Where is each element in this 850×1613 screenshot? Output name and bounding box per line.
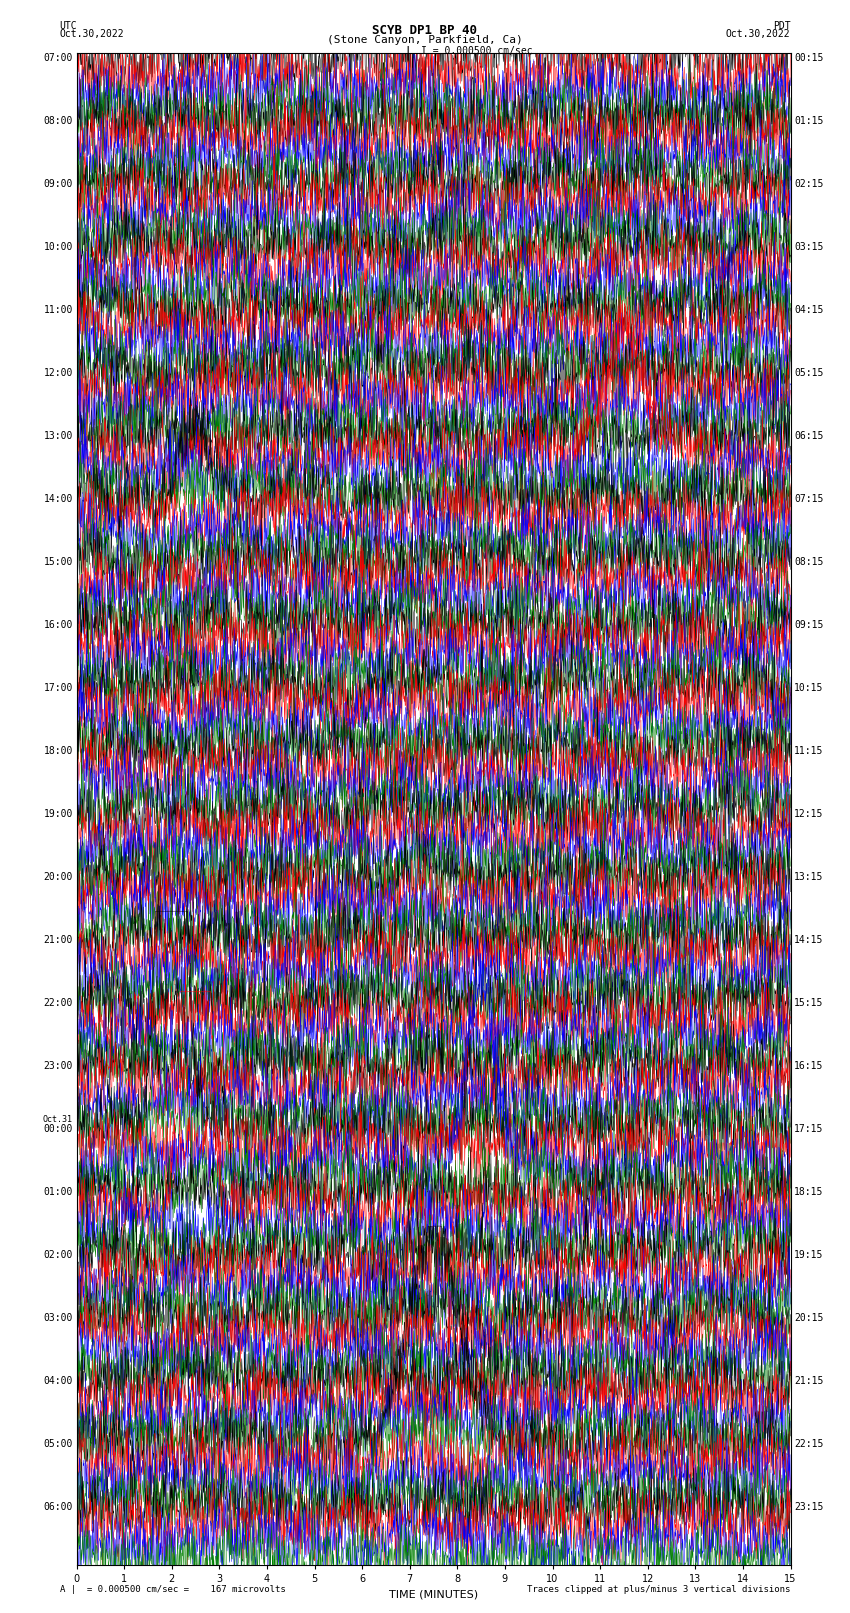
Text: Oct.31: Oct.31 [43,1115,73,1124]
Text: 08:15: 08:15 [794,556,824,568]
Text: 17:00: 17:00 [43,682,73,694]
Text: 12:15: 12:15 [794,810,824,819]
Text: 10:00: 10:00 [43,242,73,252]
Text: 01:00: 01:00 [43,1187,73,1197]
Text: 03:00: 03:00 [43,1313,73,1323]
Text: UTC: UTC [60,21,77,31]
Text: I = 0.000500 cm/sec: I = 0.000500 cm/sec [421,45,532,56]
Text: 18:15: 18:15 [794,1187,824,1197]
Text: 23:15: 23:15 [794,1502,824,1511]
Text: 06:00: 06:00 [43,1502,73,1511]
Text: 09:00: 09:00 [43,179,73,189]
Text: 21:00: 21:00 [43,936,73,945]
Text: 06:15: 06:15 [794,431,824,440]
Text: 23:00: 23:00 [43,1061,73,1071]
Text: SCYB DP1 BP 40: SCYB DP1 BP 40 [372,24,478,37]
Text: A |  = 0.000500 cm/sec =    167 microvolts: A | = 0.000500 cm/sec = 167 microvolts [60,1584,286,1594]
Text: 08:00: 08:00 [43,116,73,126]
Text: 19:00: 19:00 [43,810,73,819]
Text: 04:00: 04:00 [43,1376,73,1386]
Text: 11:00: 11:00 [43,305,73,315]
Text: 02:00: 02:00 [43,1250,73,1260]
Text: 14:00: 14:00 [43,494,73,503]
Text: 03:15: 03:15 [794,242,824,252]
Text: 02:15: 02:15 [794,179,824,189]
Text: 11:15: 11:15 [794,745,824,756]
Text: Oct.30,2022: Oct.30,2022 [726,29,790,39]
Text: 00:15: 00:15 [794,53,824,63]
Text: 16:15: 16:15 [794,1061,824,1071]
Text: 18:00: 18:00 [43,745,73,756]
Text: 20:00: 20:00 [43,873,73,882]
Text: 14:15: 14:15 [794,936,824,945]
Text: 22:15: 22:15 [794,1439,824,1448]
X-axis label: TIME (MINUTES): TIME (MINUTES) [389,1589,478,1598]
Text: 12:00: 12:00 [43,368,73,377]
Text: 13:15: 13:15 [794,873,824,882]
Text: 21:15: 21:15 [794,1376,824,1386]
Text: |: | [404,45,412,60]
Text: 15:00: 15:00 [43,556,73,568]
Text: 07:00: 07:00 [43,53,73,63]
Text: 00:00: 00:00 [43,1124,73,1134]
Text: Traces clipped at plus/minus 3 vertical divisions: Traces clipped at plus/minus 3 vertical … [527,1584,790,1594]
Text: 17:15: 17:15 [794,1124,824,1134]
Text: 13:00: 13:00 [43,431,73,440]
Text: 20:15: 20:15 [794,1313,824,1323]
Text: PDT: PDT [773,21,790,31]
Text: Oct.30,2022: Oct.30,2022 [60,29,124,39]
Text: 19:15: 19:15 [794,1250,824,1260]
Text: 22:00: 22:00 [43,998,73,1008]
Text: 16:00: 16:00 [43,619,73,631]
Text: 01:15: 01:15 [794,116,824,126]
Text: 05:15: 05:15 [794,368,824,377]
Text: 10:15: 10:15 [794,682,824,694]
Text: (Stone Canyon, Parkfield, Ca): (Stone Canyon, Parkfield, Ca) [327,35,523,45]
Text: 07:15: 07:15 [794,494,824,503]
Text: 09:15: 09:15 [794,619,824,631]
Text: 04:15: 04:15 [794,305,824,315]
Text: 05:00: 05:00 [43,1439,73,1448]
Text: 15:15: 15:15 [794,998,824,1008]
